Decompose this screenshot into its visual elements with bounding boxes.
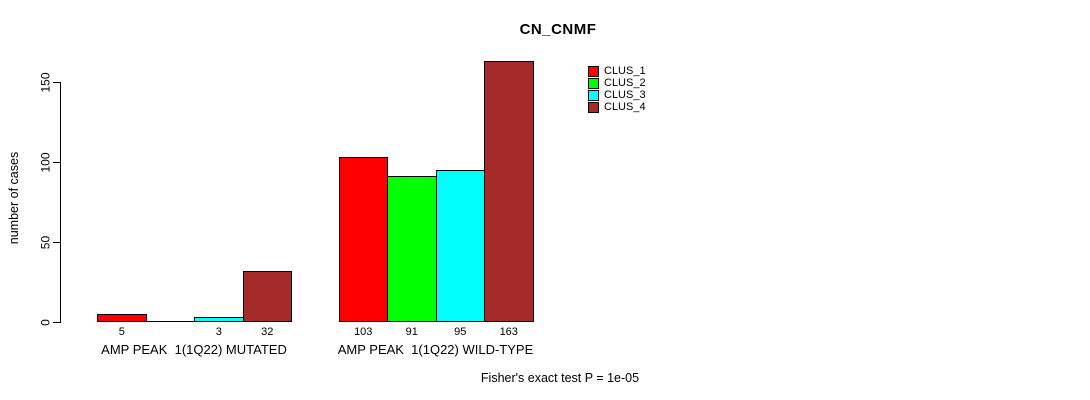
y-tick [53,322,60,323]
bar-clus_4-group2 [484,61,534,322]
bar-value-label: 103 [354,326,373,338]
bar-clus_3-group1 [194,317,244,322]
legend-item: CLUS_3 [588,90,646,101]
y-tick-label: 150 [38,72,53,93]
bar-value-label: 163 [499,326,518,338]
group-label: AMP PEAK 1(1Q22) MUTATED [101,342,287,357]
bar-value-label: 3 [215,326,222,338]
y-tick-label: 100 [38,152,53,173]
group-label: AMP PEAK 1(1Q22) WILD-TYPE [337,342,534,357]
bar-value-label: 32 [261,326,274,338]
bar-clus_1-group1 [97,314,147,322]
bar-value-label: 5 [118,326,125,338]
legend-label: CLUS_3 [604,89,646,101]
bar-clus_2-group2 [387,176,437,322]
bar-clus_3-group2 [435,170,485,322]
legend-label: CLUS_2 [604,77,646,89]
y-axis-line [60,82,61,323]
chart-title: CN_CNMF [519,21,597,38]
legend-item: CLUS_1 [588,66,646,77]
y-tick-label: 0 [38,319,53,326]
y-axis-title: number of cases [7,151,21,245]
legend-label: CLUS_4 [604,101,646,113]
bar-value-label: 95 [454,326,467,338]
legend: CLUS_1 CLUS_2 CLUS_3 CLUS_4 [588,66,646,114]
y-tick-label: 50 [38,235,53,250]
legend-swatch-clus_3 [588,90,599,101]
bar-value-label: 91 [405,326,418,338]
bar-clus_2-group1 [145,321,195,322]
bar-clus_4-group1 [242,271,292,322]
legend-item: CLUS_4 [588,102,646,113]
pvalue-note: Fisher's exact test P = 1e-05 [480,371,640,385]
legend-item: CLUS_2 [588,78,646,89]
legend-swatch-clus_4 [588,102,599,113]
legend-label: CLUS_1 [604,65,646,77]
legend-swatch-clus_2 [588,78,599,89]
y-tick [53,162,60,163]
bar-clus_1-group2 [338,157,388,322]
legend-swatch-clus_1 [588,66,599,77]
y-tick [53,242,60,243]
y-tick [53,82,60,83]
